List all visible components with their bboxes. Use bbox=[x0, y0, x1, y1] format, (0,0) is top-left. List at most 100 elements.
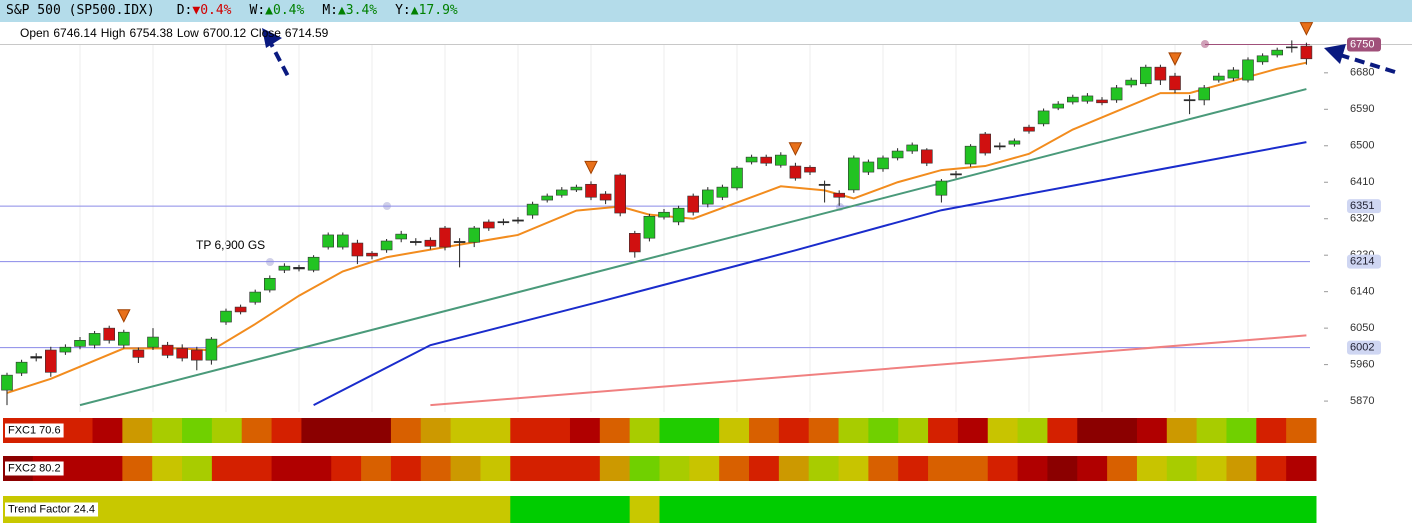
candle-body bbox=[585, 183, 597, 198]
heat-cell bbox=[629, 496, 660, 523]
candle-body bbox=[1067, 96, 1079, 103]
heat-cell bbox=[301, 418, 332, 443]
ohlc-label: Close bbox=[250, 26, 281, 40]
heat-cell bbox=[719, 456, 750, 481]
heat-cell bbox=[749, 496, 780, 523]
candle-body bbox=[220, 310, 232, 323]
candle-body bbox=[512, 219, 524, 222]
heat-cell bbox=[301, 456, 332, 481]
candle-body bbox=[161, 344, 174, 356]
heat-cell bbox=[599, 456, 631, 481]
candle-body bbox=[424, 239, 437, 247]
change-label: Y: bbox=[395, 3, 411, 18]
candle-body bbox=[44, 349, 57, 373]
candle-body bbox=[760, 156, 773, 164]
heat-cell bbox=[868, 496, 899, 523]
heat-cell bbox=[928, 456, 959, 481]
change-value: ▲17.9% bbox=[410, 3, 458, 18]
heat-cell bbox=[1107, 456, 1138, 481]
candle-body bbox=[205, 338, 218, 361]
level-label: 6214 bbox=[1350, 256, 1374, 268]
annotation: TP 6,900 GS bbox=[196, 238, 265, 252]
heat-cell bbox=[182, 456, 213, 481]
strip-label: Trend Factor 24.4 bbox=[8, 503, 95, 515]
heat-cell bbox=[599, 496, 631, 523]
candle-body bbox=[716, 186, 729, 198]
heat-cell bbox=[1136, 456, 1168, 481]
candle-body bbox=[1023, 126, 1035, 132]
candle-body bbox=[468, 227, 481, 243]
candle-body bbox=[789, 165, 802, 179]
ohlc-value: 6746.14 bbox=[53, 26, 97, 40]
candle-body bbox=[1140, 66, 1152, 85]
candle-body bbox=[191, 349, 203, 361]
candle-body bbox=[701, 189, 714, 205]
heat-cell bbox=[182, 418, 213, 443]
indicator-line bbox=[313, 141, 1307, 407]
y-tick-label: 6050 bbox=[1350, 322, 1374, 334]
candle-body bbox=[1286, 46, 1298, 49]
heat-cell bbox=[1256, 496, 1287, 523]
candle-body bbox=[906, 144, 919, 152]
candle-body bbox=[1081, 95, 1094, 102]
candle-body bbox=[1227, 69, 1240, 79]
heat-cell bbox=[361, 418, 392, 443]
heat-cell bbox=[510, 418, 541, 443]
y-tick-label: 6140 bbox=[1350, 286, 1374, 298]
heat-cell bbox=[808, 496, 840, 523]
heat-cell bbox=[987, 456, 1019, 481]
candle-body bbox=[731, 167, 743, 189]
heat-cell bbox=[1226, 456, 1257, 481]
signal-marker bbox=[1299, 22, 1314, 36]
candle-body bbox=[322, 234, 335, 248]
candle-body bbox=[176, 348, 188, 359]
heat-cell bbox=[62, 418, 94, 443]
level-label: 6351 bbox=[1350, 200, 1374, 212]
heat-cell bbox=[152, 418, 183, 443]
heat-cell bbox=[987, 496, 1019, 523]
heat-cell bbox=[599, 418, 631, 443]
candle-body bbox=[1183, 99, 1196, 102]
pointer-arrow-head bbox=[1324, 44, 1346, 64]
heat-cell bbox=[122, 456, 153, 481]
candle-body bbox=[59, 346, 72, 353]
heat-cell bbox=[361, 496, 392, 523]
heat-cell bbox=[749, 418, 780, 443]
heat-cell bbox=[689, 418, 720, 443]
heat-cell bbox=[1226, 496, 1257, 523]
heat-cell bbox=[957, 418, 989, 443]
heat-cell bbox=[629, 418, 660, 443]
pointer-arrow-head bbox=[262, 28, 282, 48]
candle-body bbox=[950, 173, 962, 176]
candle-body bbox=[862, 161, 875, 173]
heat-cell bbox=[1256, 456, 1287, 481]
strip-label: FXC1 70.6 bbox=[8, 424, 61, 436]
y-tick-label: 6410 bbox=[1350, 176, 1374, 188]
heat-cell bbox=[1077, 418, 1108, 443]
heat-cell bbox=[331, 456, 362, 481]
heat-cell bbox=[420, 496, 452, 523]
heat-cell bbox=[1047, 456, 1078, 481]
heat-cell bbox=[1136, 496, 1168, 523]
candle-body bbox=[1169, 75, 1181, 91]
heat-cell bbox=[62, 456, 94, 481]
indicator-line bbox=[79, 88, 1307, 407]
candle-body bbox=[847, 157, 860, 191]
candle-body bbox=[993, 145, 1006, 148]
candle-body bbox=[979, 133, 992, 154]
candle-body bbox=[263, 277, 276, 291]
heat-cell bbox=[450, 456, 481, 481]
heat-cell bbox=[928, 418, 959, 443]
y-tick-label: 5870 bbox=[1350, 395, 1374, 407]
heat-cell bbox=[808, 456, 840, 481]
candle-body bbox=[1213, 75, 1225, 81]
ohlc-value: 6714.59 bbox=[284, 26, 329, 40]
heat-cell bbox=[540, 456, 571, 481]
candle-body bbox=[307, 256, 320, 271]
heat-cell bbox=[301, 496, 332, 523]
candle-body bbox=[526, 203, 539, 216]
plot-background bbox=[0, 44, 1412, 414]
heat-cell bbox=[749, 456, 780, 481]
heat-cell bbox=[1196, 496, 1227, 523]
candle-body bbox=[614, 174, 627, 214]
